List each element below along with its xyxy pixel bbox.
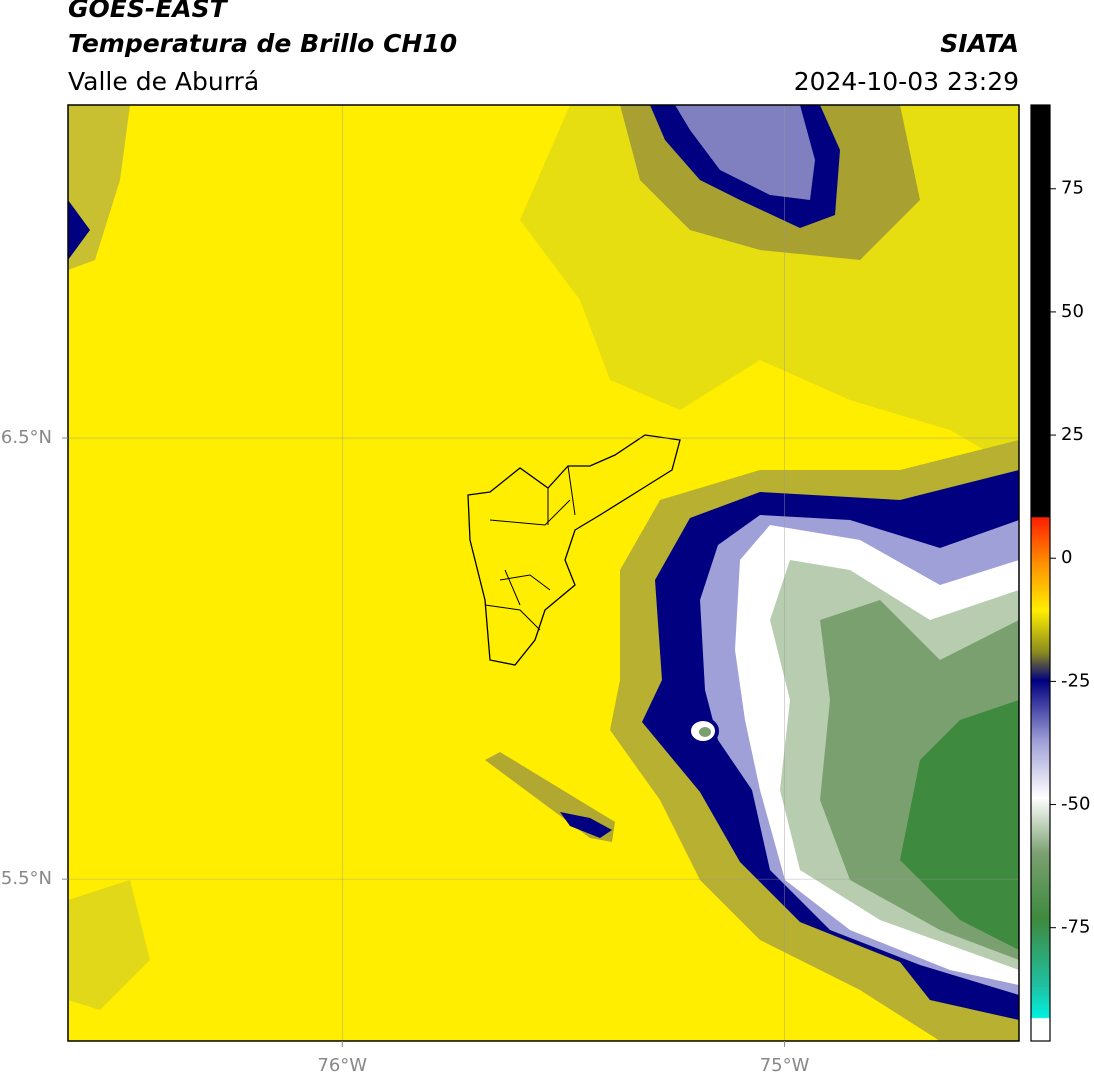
colorbar-tick-label: -75 bbox=[1061, 917, 1090, 938]
timestamp: 2024-10-03 23:29 bbox=[794, 67, 1019, 96]
title: GOES-EAST bbox=[68, 0, 229, 23]
colorbar bbox=[1030, 104, 1051, 1042]
colorbar-tick-label: -25 bbox=[1061, 670, 1090, 691]
source: SIATA bbox=[940, 29, 1019, 58]
colorbar-tick-label: 25 bbox=[1061, 424, 1084, 445]
region: Valle de Aburrá bbox=[68, 67, 259, 96]
map-frame bbox=[67, 104, 1020, 1042]
y-tick-label: 6.5°N bbox=[1, 427, 52, 448]
grid bbox=[68, 105, 1019, 1041]
colorbar-tick-label: 75 bbox=[1061, 178, 1084, 199]
map-image bbox=[68, 105, 1019, 1041]
x-tick-label: 75°W bbox=[760, 1055, 810, 1076]
x-tick-label: 76°W bbox=[317, 1055, 367, 1076]
y-tick-label: 5.5°N bbox=[1, 868, 52, 889]
colorbar-tick-label: 50 bbox=[1061, 301, 1084, 322]
subtitle: Temperatura de Brillo CH10 bbox=[68, 29, 457, 58]
colorbar-tick-label: -50 bbox=[1061, 794, 1090, 815]
colorbar-tick-label: 0 bbox=[1061, 547, 1072, 568]
